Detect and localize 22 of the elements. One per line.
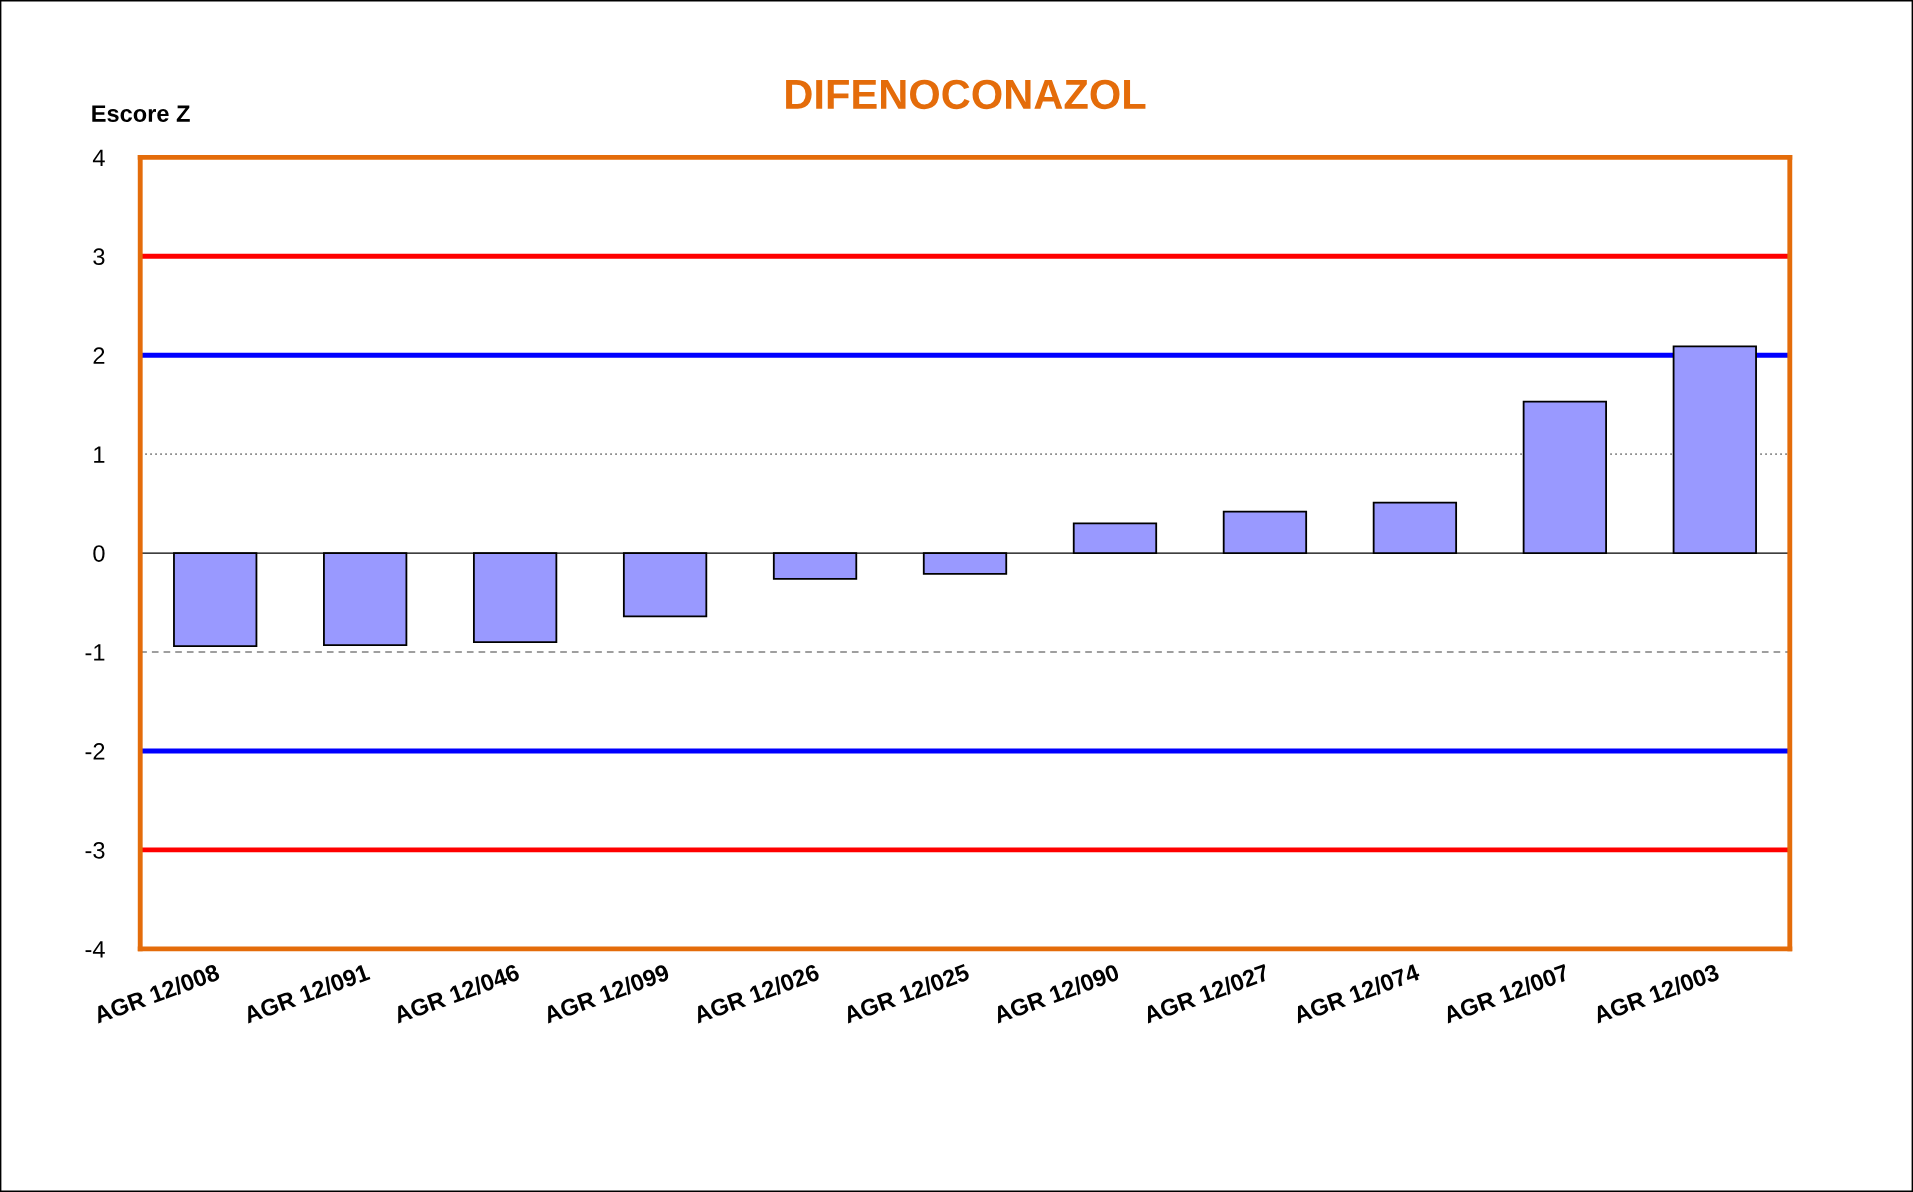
y-tick-label: 2 [93,347,105,364]
y-tick-label: 0 [93,545,105,562]
y-tick-label: 3 [93,248,105,266]
x-tick-label: AGR 12/025 [842,962,971,1024]
x-tick-label: AGR 12/091 [242,962,371,1024]
x-tick-label: AGR 12/008 [92,962,221,1024]
x-tick-label: AGR 12/046 [392,963,521,1024]
x-tick-label: AGR 12/090 [992,963,1121,1024]
x-tick-label: AGR 12/027 [1142,963,1270,1024]
x-tick-label: AGR 12/099 [542,963,671,1024]
y-tick-label: -3 [85,841,105,859]
y-tick-label: 1 [94,446,105,463]
y-tick-label: -2 [85,743,105,760]
y-tick-label: -1 [85,644,105,661]
x-tick-label: AGR 12/003 [1592,963,1721,1024]
y-tick-label: 4 [92,149,105,166]
x-tick-label: AGR 12/026 [692,963,821,1024]
y-tick-label: -4 [85,941,105,958]
chart-title: DIFENOCONAZOL [786,79,1146,110]
x-tick-label: AGR 12/074 [1292,962,1421,1024]
y-axis-title: Escore Z [92,105,190,122]
x-tick-label: AGR 12/007 [1442,963,1570,1024]
